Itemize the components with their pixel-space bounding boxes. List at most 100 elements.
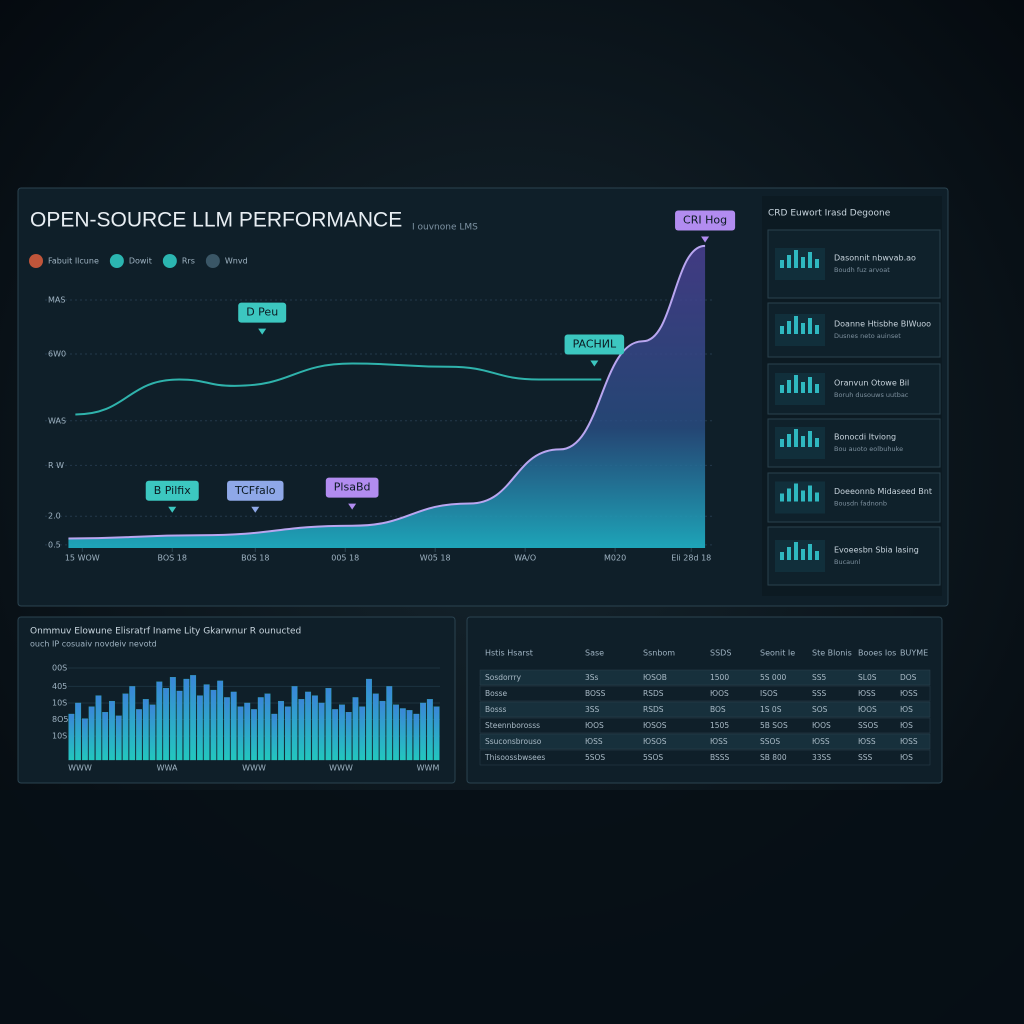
thumb-bar [815,551,819,560]
thumb-bar [808,544,812,560]
bar-subtitle: ouch IP cosuaiv novdeiv nevotd [30,640,157,649]
bar [95,695,102,761]
table-cell: Ssuconsbrouso [485,737,542,746]
callout-label: B Pilfix [154,484,191,497]
bar [420,702,427,761]
bar [372,693,379,761]
table-cell: BSSS [710,753,730,762]
bar [102,712,109,761]
table-cell: RSDS [643,705,664,714]
bar [68,713,75,761]
side-item-title: Evoeesbn Sbia lasing [834,546,919,555]
legend-swatch [162,254,177,268]
bar [278,700,284,761]
title: OPEN-SOURCE LLM PERFORMANCE [30,209,402,232]
callout-pointer [590,360,599,367]
table-cell: ЮSS [858,737,876,746]
x-tick-label: 005 18 [331,554,359,563]
bar [345,712,352,761]
table-cell: ЮS [900,753,913,762]
thumb-bar [794,250,798,268]
bar [332,709,339,761]
callout [675,210,736,231]
table-cell: ЮSS [900,689,918,698]
table-cell: ЮS [900,721,913,730]
side-title: CRD Euwort Irasd Degoone [768,209,891,219]
table-cell: ЮSS [858,689,876,698]
bar [251,709,257,761]
bar [190,675,197,761]
thumb-bar [780,385,784,393]
bar [338,704,345,761]
y-tick-label: 6W0 [48,350,66,359]
table-cell: 3Ss [585,673,599,682]
y-tick-label: 2.0 [48,512,61,521]
table-cell: SB 800 [760,753,787,762]
bar [426,699,433,761]
table-cell: 33SS [812,753,831,762]
table-cell: 5SOS [643,753,663,762]
bar [352,697,359,761]
bar [325,688,332,761]
table-row [479,749,931,766]
table-row [479,685,931,702]
table-cell: Sosdorrry [485,673,522,682]
thumb-bar [794,542,798,560]
legend-label: Dowit [129,257,152,266]
thumb-bar [815,259,819,268]
table-cell: 3SS [585,705,600,714]
table-cell: 5SOS [585,753,605,762]
thumb-bar [787,321,791,334]
table-cell: Bosss [485,705,507,714]
callout-label: PlsaBd [334,481,371,494]
x-tick-label: BOS 18 [158,554,187,563]
x-tick-label: WWA [157,764,178,773]
table-header: Seonit Ie [760,649,795,658]
thumb-bar [801,323,805,334]
table-cell: 1S 0S [760,705,782,714]
thumb-bar [794,429,798,447]
table-cell: Steennborosss [485,721,540,730]
side-item-title: Bonocdi Itviong [834,433,896,442]
table-cell: SSS [812,689,827,698]
bar [169,677,176,761]
table-row [479,733,931,750]
table-cell: BOS [710,705,726,714]
table-cell: ISOS [760,689,778,698]
table-header: Booes Ios [858,649,896,658]
legend-label: Rrs [182,257,195,266]
callout-pointer [251,506,260,513]
callout [564,334,625,355]
thumb-bar [780,493,784,502]
x-tick-label: W05 18 [420,554,451,563]
table-header: Hstis Hsarst [485,649,533,658]
bar [217,680,224,761]
callout-pointer [258,328,267,335]
side-item-sub: Dusnes neto auinset [834,332,901,340]
legend-label: Wnvd [225,257,248,266]
thumb-bar [801,436,805,447]
thumb-bar [808,252,812,268]
bar [366,678,372,761]
side-item-sub: Bousdn fadnonb [834,500,887,508]
table-cell: Thisoossbwsees [484,753,545,762]
bar [433,706,440,761]
side-item-title: Doeeonnb Midaseed Bnt [834,487,932,496]
main-panel [17,187,949,607]
bar [271,713,278,761]
bar [156,681,163,761]
bar [264,693,271,761]
table-cell: ЮOS [710,689,729,698]
table-cell: ЮSOS [643,721,667,730]
x-tick-label: WWM [417,764,440,773]
table-cell: 5S 000 [760,673,786,682]
bar [122,693,129,761]
thumb-bar [780,326,784,334]
bar [210,689,217,761]
thumb-bar [801,490,805,502]
thumb-bar [787,488,791,502]
table-cell: ЮSOS [643,737,667,746]
thumb-bar [801,549,805,560]
callout-label: TCFfalo [234,484,276,497]
legend-swatch [205,254,220,268]
